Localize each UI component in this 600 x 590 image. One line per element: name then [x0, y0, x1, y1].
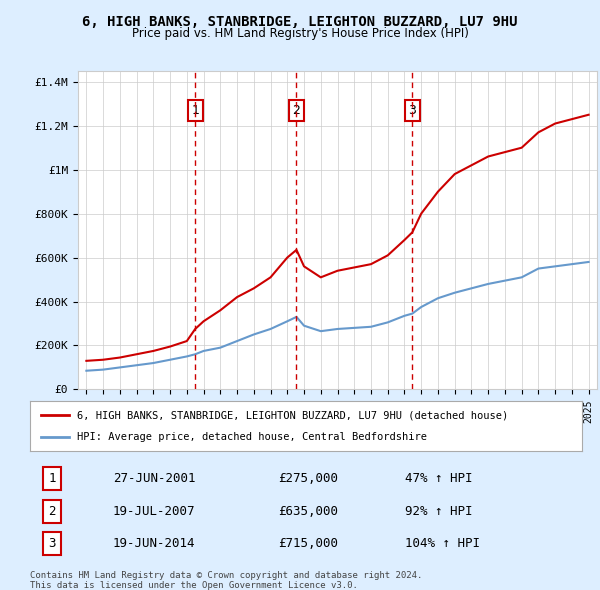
Text: 6, HIGH BANKS, STANBRIDGE, LEIGHTON BUZZARD, LU7 9HU (detached house): 6, HIGH BANKS, STANBRIDGE, LEIGHTON BUZZ… — [77, 410, 508, 420]
Text: 19-JUL-2007: 19-JUL-2007 — [113, 504, 196, 517]
Text: This data is licensed under the Open Government Licence v3.0.: This data is licensed under the Open Gov… — [30, 581, 358, 590]
Text: £275,000: £275,000 — [278, 472, 338, 485]
Text: 27-JUN-2001: 27-JUN-2001 — [113, 472, 196, 485]
Text: 3: 3 — [49, 537, 56, 550]
Text: HPI: Average price, detached house, Central Bedfordshire: HPI: Average price, detached house, Cent… — [77, 432, 427, 442]
Text: 92% ↑ HPI: 92% ↑ HPI — [406, 504, 473, 517]
Text: 104% ↑ HPI: 104% ↑ HPI — [406, 537, 481, 550]
Text: 3: 3 — [409, 104, 416, 117]
Text: £635,000: £635,000 — [278, 504, 338, 517]
Text: 19-JUN-2014: 19-JUN-2014 — [113, 537, 196, 550]
Text: 1: 1 — [49, 472, 56, 485]
Text: 2: 2 — [293, 104, 301, 117]
Text: 47% ↑ HPI: 47% ↑ HPI — [406, 472, 473, 485]
Text: Price paid vs. HM Land Registry's House Price Index (HPI): Price paid vs. HM Land Registry's House … — [131, 27, 469, 40]
Text: Contains HM Land Registry data © Crown copyright and database right 2024.: Contains HM Land Registry data © Crown c… — [30, 571, 422, 579]
Text: 6, HIGH BANKS, STANBRIDGE, LEIGHTON BUZZARD, LU7 9HU: 6, HIGH BANKS, STANBRIDGE, LEIGHTON BUZZ… — [82, 15, 518, 29]
Text: 2: 2 — [49, 504, 56, 517]
Text: £715,000: £715,000 — [278, 537, 338, 550]
Text: 1: 1 — [191, 104, 199, 117]
